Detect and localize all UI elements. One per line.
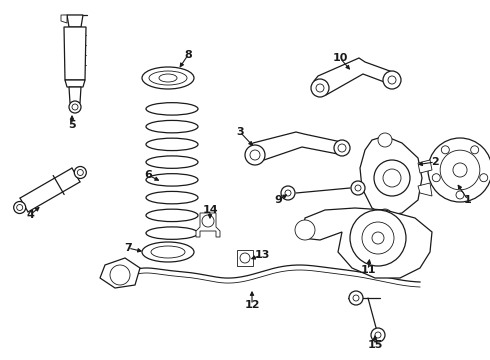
Text: 7: 7 <box>124 243 132 253</box>
Circle shape <box>375 332 381 338</box>
Polygon shape <box>418 160 432 173</box>
Circle shape <box>428 138 490 202</box>
Circle shape <box>285 190 291 196</box>
Circle shape <box>281 186 295 200</box>
Polygon shape <box>67 15 83 27</box>
Circle shape <box>245 145 265 165</box>
Circle shape <box>202 215 214 227</box>
Circle shape <box>432 174 440 182</box>
Circle shape <box>362 222 394 254</box>
Circle shape <box>338 144 346 152</box>
Text: 15: 15 <box>368 340 383 350</box>
Circle shape <box>388 76 396 84</box>
Polygon shape <box>196 213 220 237</box>
Polygon shape <box>237 250 253 266</box>
Circle shape <box>353 295 359 301</box>
Circle shape <box>378 133 392 147</box>
Circle shape <box>441 146 449 154</box>
Text: 13: 13 <box>254 250 270 260</box>
Circle shape <box>14 202 25 213</box>
Circle shape <box>349 291 363 305</box>
Circle shape <box>440 150 480 190</box>
Circle shape <box>372 232 384 244</box>
Text: 14: 14 <box>202 205 218 215</box>
Text: 4: 4 <box>26 210 34 220</box>
Circle shape <box>355 185 361 191</box>
Circle shape <box>350 210 406 266</box>
Circle shape <box>17 204 23 211</box>
Text: 3: 3 <box>236 127 244 137</box>
Ellipse shape <box>142 67 194 89</box>
Circle shape <box>77 170 83 175</box>
Ellipse shape <box>142 242 194 262</box>
Circle shape <box>471 146 479 154</box>
Circle shape <box>110 265 130 285</box>
Circle shape <box>383 71 401 89</box>
Circle shape <box>371 328 385 342</box>
Circle shape <box>295 220 315 240</box>
Circle shape <box>69 101 81 113</box>
Circle shape <box>456 191 464 199</box>
Text: 6: 6 <box>144 170 152 180</box>
Text: 8: 8 <box>184 50 192 60</box>
Polygon shape <box>314 58 398 95</box>
Circle shape <box>383 169 401 187</box>
Text: 1: 1 <box>464 195 472 205</box>
Text: 11: 11 <box>360 265 376 275</box>
Circle shape <box>74 166 86 179</box>
Polygon shape <box>360 136 422 216</box>
Text: 12: 12 <box>244 300 260 310</box>
Circle shape <box>311 79 329 97</box>
Text: 9: 9 <box>274 195 282 205</box>
Text: 10: 10 <box>332 53 348 63</box>
Circle shape <box>351 181 365 195</box>
Polygon shape <box>418 183 432 196</box>
Circle shape <box>250 150 260 160</box>
Circle shape <box>334 140 350 156</box>
Circle shape <box>378 209 392 223</box>
Ellipse shape <box>151 246 185 258</box>
Polygon shape <box>69 87 81 103</box>
Polygon shape <box>65 80 85 87</box>
Circle shape <box>72 104 78 110</box>
Text: 2: 2 <box>431 157 439 167</box>
Ellipse shape <box>149 71 187 85</box>
Text: 5: 5 <box>68 120 76 130</box>
Polygon shape <box>64 27 86 80</box>
Ellipse shape <box>159 74 177 82</box>
Circle shape <box>480 174 488 182</box>
Circle shape <box>240 253 250 263</box>
Circle shape <box>374 160 410 196</box>
Polygon shape <box>61 15 67 23</box>
Polygon shape <box>100 258 140 288</box>
Polygon shape <box>249 132 346 161</box>
Circle shape <box>316 84 324 92</box>
Circle shape <box>453 163 467 177</box>
Polygon shape <box>302 208 432 278</box>
